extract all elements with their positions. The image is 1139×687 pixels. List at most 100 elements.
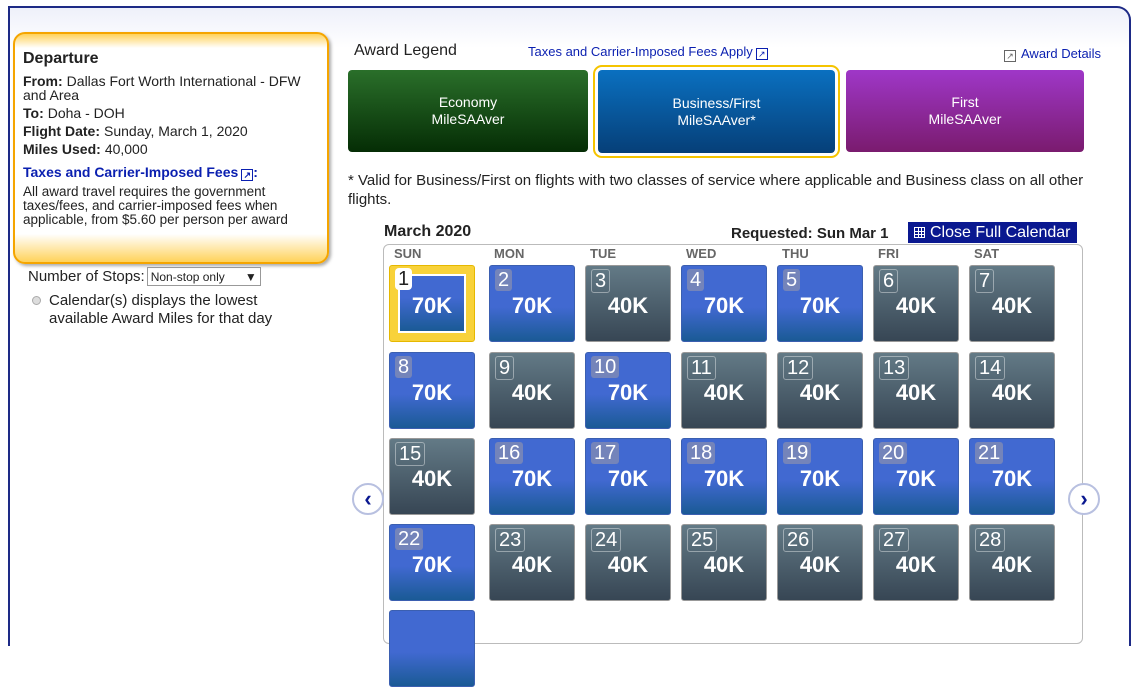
calendar-day[interactable]: 8 70K bbox=[389, 352, 475, 429]
calendar-day[interactable]: 3 40K bbox=[585, 265, 671, 342]
day-miles: 40K bbox=[799, 552, 841, 577]
day-miles: 40K bbox=[799, 380, 841, 405]
calendar-day[interactable] bbox=[389, 610, 475, 687]
fees-apply-text[interactable]: Taxes and Carrier-Imposed Fees Apply bbox=[528, 44, 753, 59]
calendar-day[interactable]: 23 40K bbox=[489, 524, 575, 601]
calendar-day[interactable]: 18 70K bbox=[681, 438, 767, 515]
external-link-icon: ↗ bbox=[1004, 50, 1016, 62]
next-month-button[interactable]: › bbox=[1068, 483, 1100, 515]
day-number: 25 bbox=[687, 528, 718, 552]
day-number: 10 bbox=[591, 356, 620, 378]
miles-label: Miles Used: bbox=[23, 141, 101, 157]
day-miles: 70K bbox=[703, 293, 745, 318]
day-miles: 40K bbox=[703, 552, 745, 577]
day-miles: 70K bbox=[991, 466, 1033, 491]
calendar-day[interactable]: 2 70K bbox=[489, 265, 575, 342]
fees-link[interactable]: Taxes and Carrier-Imposed Fees ↗: bbox=[23, 164, 258, 181]
to-value: Doha - DOH bbox=[47, 105, 125, 121]
fees-link-text[interactable]: Taxes and Carrier-Imposed Fees bbox=[23, 164, 239, 180]
day-miles: 70K bbox=[511, 293, 553, 318]
legend-business-first-milesaaver[interactable]: Business/First MileSAAver* bbox=[593, 65, 840, 158]
day-number: 5 bbox=[783, 269, 801, 291]
calendar-day[interactable]: 15 40K bbox=[389, 438, 475, 515]
day-miles: 40K bbox=[991, 293, 1033, 318]
calendar-day[interactable]: 21 70K bbox=[969, 438, 1055, 515]
day-number: 3 bbox=[591, 269, 611, 293]
calendar-day[interactable]: 17 70K bbox=[585, 438, 671, 515]
from-label: From: bbox=[23, 73, 63, 89]
calendar-day[interactable]: 26 40K bbox=[777, 524, 863, 601]
calendar-note: Calendar(s) displays the lowest availabl… bbox=[32, 292, 292, 328]
day-miles: 70K bbox=[411, 293, 453, 318]
dropdown-arrow-icon: ▼ bbox=[244, 269, 257, 284]
day-number: 21 bbox=[975, 442, 1004, 464]
calendar-day[interactable]: 25 40K bbox=[681, 524, 767, 601]
legend-footnote: * Valid for Business/First on flights wi… bbox=[348, 172, 1084, 208]
calendar-day[interactable]: 5 70K bbox=[777, 265, 863, 342]
day-number: 4 bbox=[687, 269, 705, 291]
calendar-day[interactable]: 20 70K bbox=[873, 438, 959, 515]
day-miles: 70K bbox=[703, 466, 745, 491]
day-number: 8 bbox=[395, 356, 413, 378]
legend-line1: First bbox=[951, 94, 979, 110]
day-number: 16 bbox=[495, 442, 524, 464]
calendar-day[interactable]: 14 40K bbox=[969, 352, 1055, 429]
day-miles: 40K bbox=[991, 552, 1033, 577]
legend-economy-milesaaver[interactable]: Economy MileSAAver bbox=[348, 70, 588, 152]
legend-first-milesaaver[interactable]: First MileSAAver bbox=[846, 70, 1084, 152]
award-details-link[interactable]: ↗ Award Details bbox=[1004, 46, 1101, 62]
day-miles: 70K bbox=[411, 380, 453, 405]
close-full-calendar-button[interactable]: Close Full Calendar bbox=[908, 222, 1077, 243]
calendar-day[interactable]: 13 40K bbox=[873, 352, 959, 429]
weekday-header: TUE bbox=[590, 246, 616, 261]
day-miles: 40K bbox=[607, 293, 649, 318]
day-miles: 40K bbox=[895, 293, 937, 318]
day-number: 1 bbox=[395, 268, 413, 290]
day-miles: 40K bbox=[511, 380, 553, 405]
day-miles: 40K bbox=[607, 552, 649, 577]
calendar-day[interactable]: 7 40K bbox=[969, 265, 1055, 342]
calendar-day[interactable]: 6 40K bbox=[873, 265, 959, 342]
prev-month-button[interactable]: ‹ bbox=[352, 483, 384, 515]
from-value: Dallas Fort Worth International - DFW an… bbox=[23, 73, 301, 103]
calendar-day[interactable]: 12 40K bbox=[777, 352, 863, 429]
calendar-day[interactable]: 24 40K bbox=[585, 524, 671, 601]
day-number: 9 bbox=[495, 356, 515, 380]
weekday-header: FRI bbox=[878, 246, 899, 261]
stops-label: Number of Stops: bbox=[28, 268, 145, 285]
day-miles: 40K bbox=[511, 552, 553, 577]
calendar-day[interactable]: 19 70K bbox=[777, 438, 863, 515]
day-miles: 70K bbox=[799, 293, 841, 318]
calendar-day[interactable]: 1 70K bbox=[389, 265, 475, 342]
calendar-day[interactable]: 9 40K bbox=[489, 352, 575, 429]
award-details-text[interactable]: Award Details bbox=[1021, 46, 1101, 61]
legend-line2: MileSAAver* bbox=[677, 111, 756, 128]
calendar-day[interactable]: 22 70K bbox=[389, 524, 475, 601]
day-number: 22 bbox=[395, 528, 424, 550]
day-number: 24 bbox=[591, 528, 622, 552]
day-number: 28 bbox=[975, 528, 1006, 552]
calendar-day[interactable]: 10 70K bbox=[585, 352, 671, 429]
calendar-day[interactable]: 11 40K bbox=[681, 352, 767, 429]
calendar-day[interactable]: 16 70K bbox=[489, 438, 575, 515]
fees-apply-link[interactable]: Taxes and Carrier-Imposed Fees Apply ↗ bbox=[528, 44, 768, 60]
weekday-header: MON bbox=[494, 246, 525, 261]
day-number: 17 bbox=[591, 442, 620, 464]
date-value: Sunday, March 1, 2020 bbox=[104, 123, 248, 139]
day-miles: 40K bbox=[895, 380, 937, 405]
calendar-grid-icon bbox=[914, 227, 925, 238]
departure-summary: Departure From: Dallas Fort Worth Interna… bbox=[13, 32, 329, 264]
calendar-day[interactable]: 4 70K bbox=[681, 265, 767, 342]
award-legend-title: Award Legend bbox=[354, 42, 457, 59]
calendar-day[interactable]: 27 40K bbox=[873, 524, 959, 601]
legend-line1: Business/First bbox=[672, 94, 761, 111]
calendar-day[interactable]: 28 40K bbox=[969, 524, 1055, 601]
stops-filter: Number of Stops: Non-stop only ▼ bbox=[28, 267, 261, 286]
departure-title: Departure bbox=[23, 50, 99, 67]
chevron-right-icon: › bbox=[1080, 486, 1088, 511]
close-calendar-label: Close Full Calendar bbox=[930, 223, 1071, 241]
day-number: 2 bbox=[495, 269, 513, 291]
day-number: 7 bbox=[975, 269, 995, 293]
day-number: 18 bbox=[687, 442, 716, 464]
stops-select[interactable]: Non-stop only ▼ bbox=[146, 267, 261, 286]
